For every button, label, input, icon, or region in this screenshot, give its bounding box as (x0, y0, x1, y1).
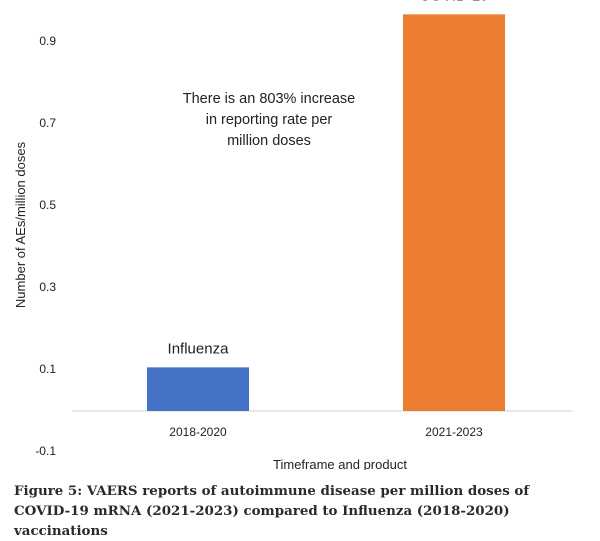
y-tick-label: 0.7 (39, 116, 56, 130)
bar-2018-2020 (147, 367, 249, 411)
annotation-line-1: There is an 803% increase (183, 91, 356, 107)
y-axis-ticks: -0.1 0.1 0.3 0.5 0.7 0.9 (35, 34, 56, 458)
bar-labels: Influenza COVID-19 (168, 0, 489, 357)
x-tick-label: 2018-2020 (169, 425, 227, 439)
x-axis-ticks: 2018-2020 2021-2023 (169, 425, 483, 439)
y-tick-label: 0.1 (39, 362, 56, 376)
bar-2021-2023 (403, 14, 505, 411)
x-axis-label: Timeframe and product (273, 457, 407, 470)
bar-chart: Number of AEs/million doses -0.1 0.1 0.3 0.… (13, 0, 572, 470)
bars (147, 14, 505, 411)
y-tick-label: 0.9 (39, 34, 56, 48)
annotation-line-2: in reporting rate per (206, 112, 333, 128)
y-axis-label: Number of AEs/million doses (13, 141, 28, 308)
annotation-line-3: million doses (227, 133, 311, 149)
y-tick-label: -0.1 (35, 444, 56, 458)
annotation: There is an 803% increase in reporting r… (183, 91, 356, 149)
bar-label: COVID-19 (419, 0, 488, 4)
bar-label: Influenza (168, 340, 230, 357)
y-tick-label: 0.5 (39, 198, 56, 212)
x-tick-label: 2021-2023 (425, 425, 483, 439)
y-tick-label: 0.3 (39, 280, 56, 294)
figure-caption: Figure 5: VAERS reports of autoimmune di… (14, 483, 530, 539)
